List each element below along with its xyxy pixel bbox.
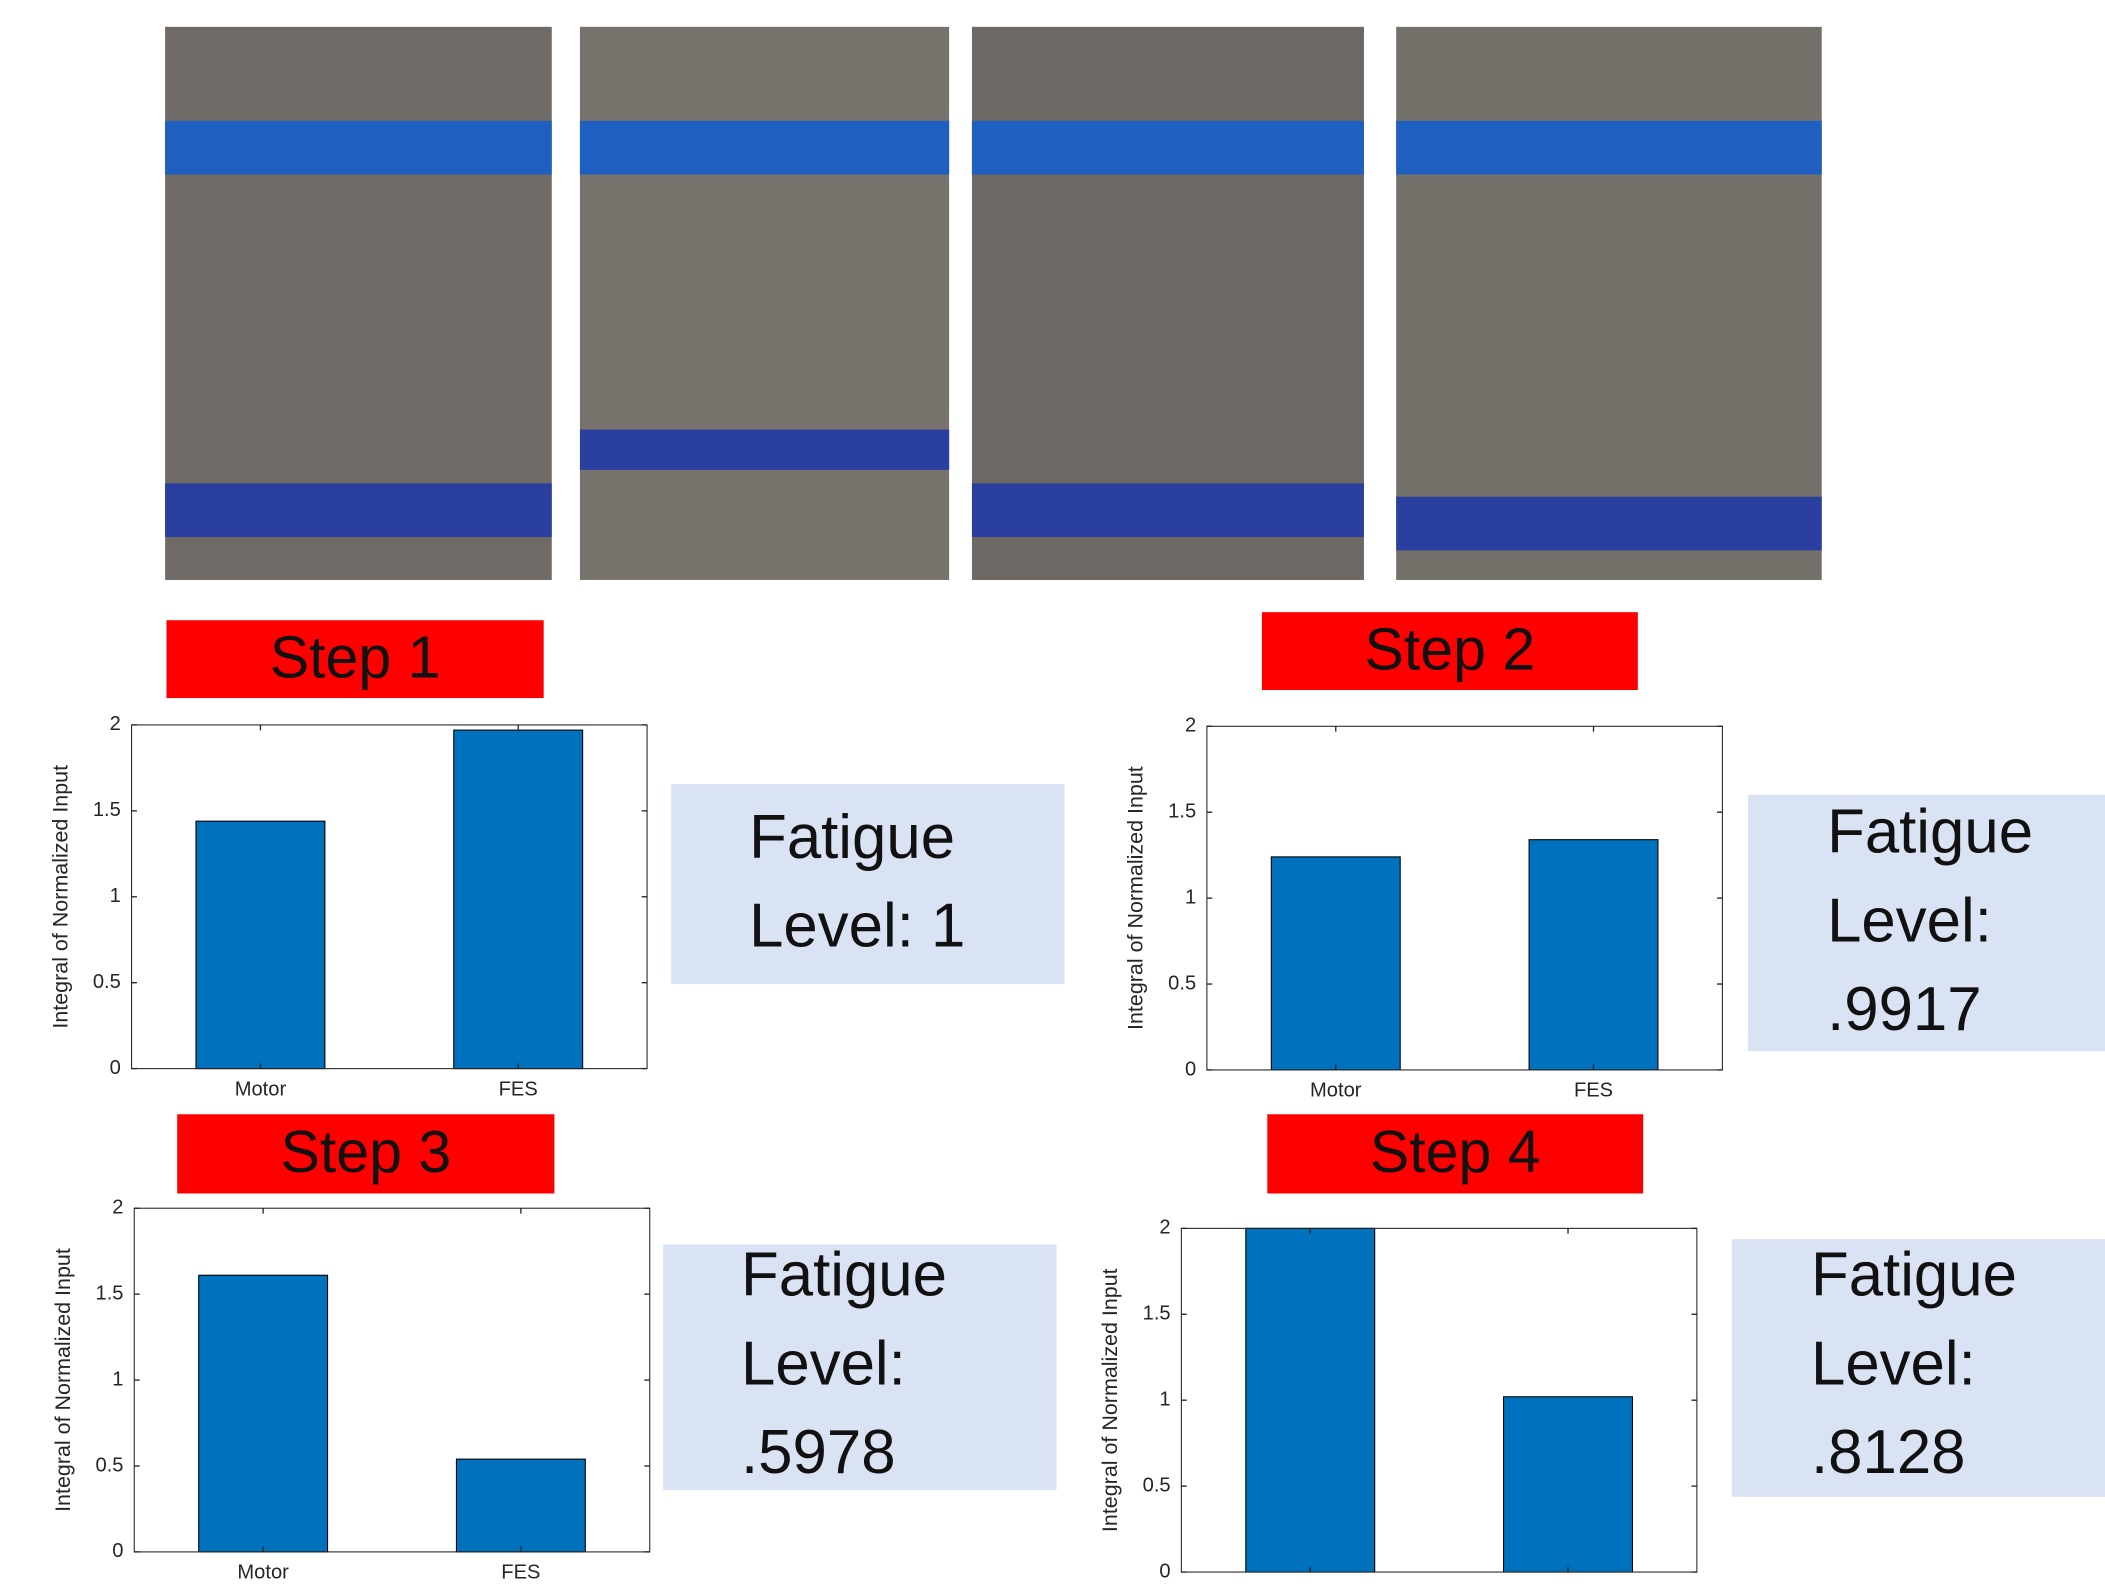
- bar: [456, 1459, 585, 1552]
- fatigue-text: .8128: [1811, 1418, 1966, 1487]
- y-axis-label: Integral of Normalized Input: [48, 765, 72, 1029]
- y-tick-label: 1: [1185, 886, 1196, 908]
- photo-detail: [165, 121, 552, 175]
- y-tick-label: 2: [112, 1197, 123, 1219]
- y-tick-label: 0: [112, 1540, 123, 1562]
- photo-strip: [165, 27, 1822, 580]
- fatigue-text: Fatigue: [749, 803, 955, 872]
- fatigue-text: Fatigue: [1811, 1241, 2017, 1310]
- step-title: Step 3: [280, 1119, 451, 1185]
- photo-detail: [972, 483, 1364, 537]
- photo-detail: [1396, 497, 1822, 551]
- y-tick-label: 1: [1159, 1389, 1170, 1411]
- photo: [580, 27, 949, 580]
- bar: [1246, 1228, 1375, 1572]
- photo-detail: [165, 483, 552, 537]
- y-tick-label: 1.5: [93, 799, 121, 821]
- x-tick-label: FES: [501, 1562, 540, 1584]
- x-tick-label: Motor: [237, 1562, 289, 1584]
- x-tick-label: FES: [499, 1078, 538, 1100]
- fatigue-text: .5978: [741, 1418, 896, 1487]
- fatigue-text: Fatigue: [1827, 798, 2033, 867]
- fatigue-text: Level: 1: [749, 892, 965, 961]
- y-tick-label: 1.5: [1168, 801, 1196, 823]
- bar: [196, 821, 325, 1068]
- fatigue-text: Level:: [1811, 1329, 1976, 1398]
- bar: [199, 1275, 328, 1552]
- y-tick-label: 0: [1159, 1560, 1170, 1582]
- x-tick-label: Motor: [235, 1078, 287, 1100]
- y-tick-label: 1.5: [1143, 1303, 1171, 1325]
- y-tick-label: 1.5: [96, 1282, 124, 1304]
- y-tick-label: 2: [1185, 715, 1196, 737]
- y-tick-label: 0.5: [1168, 972, 1196, 994]
- y-tick-label: 2: [1159, 1217, 1170, 1239]
- photo-detail: [972, 121, 1364, 175]
- slide: Step 1 Fatigue Level: 1 0 0.5 1 1.5 2 Motor FES In…: [0, 0, 2105, 1586]
- y-tick-label: 0.5: [96, 1454, 124, 1476]
- photo-detail: [1396, 121, 1822, 175]
- fatigue-text: Fatigue: [741, 1241, 947, 1310]
- bar: [1271, 857, 1400, 1070]
- fatigue-text: Level:: [1827, 886, 1992, 955]
- y-tick-label: 0: [110, 1057, 121, 1079]
- y-tick-label: 0.5: [1143, 1474, 1171, 1496]
- bar: [1529, 840, 1658, 1070]
- y-tick-label: 1: [110, 885, 121, 907]
- page: {"chart_data": [ {"type": "bar", "title"…: [0, 0, 2105, 1586]
- fatigue-text: Level:: [741, 1329, 906, 1398]
- photo-detail: [580, 121, 949, 175]
- bar: [1504, 1397, 1633, 1572]
- step-title: Step 4: [1370, 1119, 1541, 1185]
- y-axis-label: Integral of Normalized Input: [1098, 1268, 1122, 1532]
- y-axis-label: Integral of Normalized Input: [1124, 766, 1148, 1030]
- y-tick-label: 0: [1185, 1058, 1196, 1080]
- y-tick-label: 0.5: [93, 971, 121, 993]
- step-title: Step 2: [1365, 616, 1536, 682]
- x-tick-label: FES: [1574, 1080, 1613, 1102]
- y-axis-label: Integral of Normalized Input: [51, 1248, 75, 1512]
- photo-detail: [580, 430, 949, 470]
- bar: [454, 730, 583, 1069]
- fatigue-text: .9917: [1827, 975, 1982, 1044]
- y-tick-label: 2: [110, 713, 121, 735]
- y-tick-label: 1: [112, 1368, 123, 1390]
- step-title: Step 1: [270, 624, 441, 690]
- x-tick-label: Motor: [1310, 1080, 1362, 1102]
